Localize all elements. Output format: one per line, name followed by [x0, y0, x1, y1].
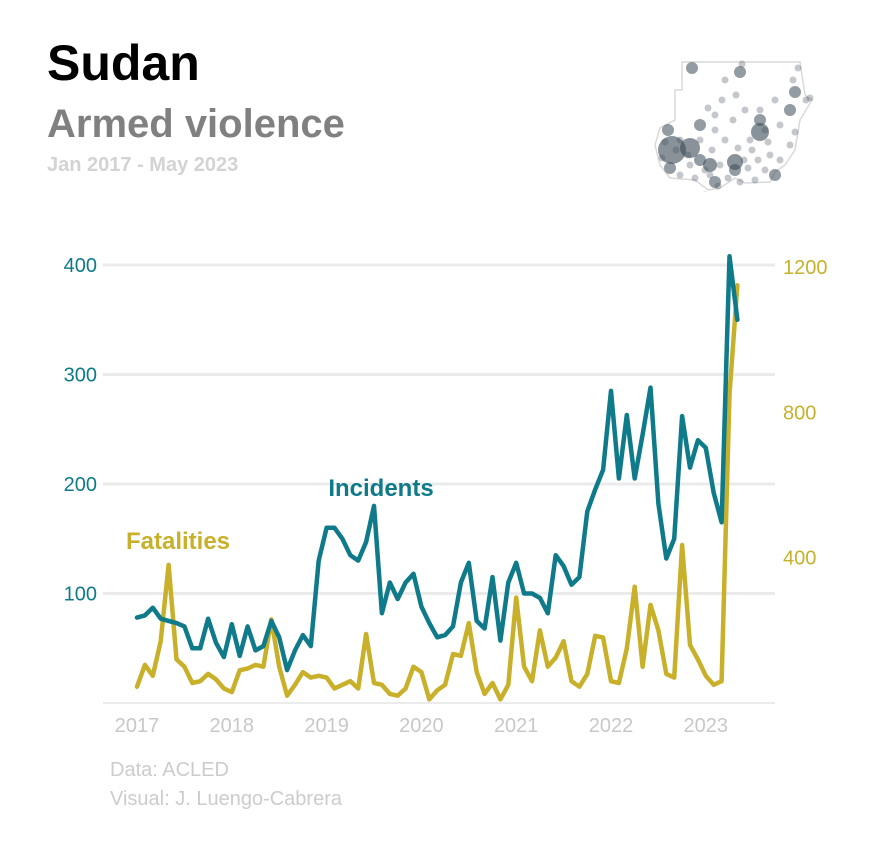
- series-lines: [134, 253, 740, 702]
- map-point: [716, 161, 724, 169]
- map-cluster: [680, 138, 700, 158]
- left-tick-label: 200: [64, 474, 97, 496]
- map-point: [746, 136, 754, 144]
- map-point: [721, 136, 729, 144]
- map-point: [754, 114, 766, 126]
- map-point: [724, 174, 732, 182]
- right-tick-label: 1200: [783, 257, 828, 279]
- map-point: [691, 174, 699, 182]
- map-point: [786, 141, 794, 149]
- map-point: [751, 176, 759, 184]
- chart-title: Sudan: [47, 35, 200, 91]
- map-point: [738, 60, 746, 68]
- map-point: [769, 169, 781, 181]
- right-tick-label: 800: [783, 402, 816, 424]
- map-point: [776, 156, 784, 164]
- annotation-incidents: Incidents: [328, 475, 433, 502]
- map-point: [732, 91, 740, 99]
- map-point: [704, 104, 712, 112]
- map-point: [686, 161, 694, 169]
- map-cluster: [703, 158, 717, 172]
- x-tick-label: 2017: [115, 715, 160, 737]
- chart-subtitle: Armed violence: [47, 102, 345, 146]
- map-point: [748, 146, 756, 154]
- map-point: [784, 104, 796, 116]
- map-point: [754, 156, 762, 164]
- map-point: [761, 166, 769, 174]
- map-point: [711, 111, 719, 119]
- left-axis-ticks: 100 200 300 400: [64, 255, 97, 606]
- map-point: [756, 106, 764, 114]
- map-point: [771, 96, 779, 104]
- sudan-map: [654, 60, 814, 192]
- x-tick-label: 2022: [589, 715, 634, 737]
- left-tick-label: 400: [64, 255, 97, 277]
- map-cluster: [727, 154, 743, 170]
- map-point: [789, 76, 797, 84]
- map-point: [766, 151, 774, 159]
- sudan-outline: [654, 61, 813, 191]
- map-point: [764, 138, 772, 146]
- map-point: [802, 96, 810, 104]
- x-tick-label: 2019: [304, 715, 349, 737]
- left-tick-label: 100: [64, 584, 97, 606]
- map-point: [696, 136, 704, 144]
- x-tick-label: 2023: [684, 715, 729, 737]
- map-point: [718, 96, 726, 104]
- map-event-points: [658, 60, 814, 192]
- x-tick-label: 2018: [210, 715, 255, 737]
- map-point: [709, 176, 721, 188]
- map-point: [711, 126, 719, 134]
- series-annotations: Incidents Fatalities: [126, 475, 434, 555]
- map-point: [794, 64, 802, 72]
- annotation-fatalities: Fatalities: [126, 528, 230, 555]
- map-point: [714, 182, 722, 190]
- map-point: [721, 76, 729, 84]
- map-point: [736, 178, 744, 186]
- map-point: [734, 144, 742, 152]
- map-point: [791, 128, 799, 136]
- map-point: [729, 116, 737, 124]
- x-tick-label: 2020: [399, 715, 444, 737]
- map-point: [694, 154, 706, 166]
- x-axis-ticks: 2017 2018 2019 2020 2021 2022 2023: [115, 715, 728, 737]
- left-tick-label: 300: [64, 365, 97, 387]
- map-point: [662, 124, 674, 136]
- map-cluster: [658, 136, 686, 164]
- visual-credit: Visual: J. Luengo-Cabrera: [110, 788, 342, 810]
- map-point: [694, 119, 706, 131]
- chart-period: Jan 2017 - May 2023: [47, 154, 239, 176]
- map-point: [744, 164, 752, 172]
- x-tick-label: 2021: [494, 715, 539, 737]
- map-point: [741, 106, 749, 114]
- map-point: [806, 94, 814, 102]
- data-source: Data: ACLED: [110, 759, 229, 781]
- right-tick-label: 400: [783, 548, 816, 570]
- gridlines: [103, 263, 775, 704]
- series-line-fatalities: [134, 282, 740, 702]
- map-point: [776, 121, 784, 129]
- series-line-incidents: [134, 253, 740, 673]
- map-point: [789, 86, 801, 98]
- map-point: [664, 162, 676, 174]
- map-point: [703, 191, 707, 192]
- map-point: [706, 171, 714, 179]
- right-axis-ticks: 400 800 1200: [783, 257, 828, 570]
- map-point: [734, 66, 746, 78]
- map-point: [676, 171, 684, 179]
- map-cluster: [751, 123, 769, 141]
- map-point: [686, 62, 698, 74]
- map-point: [708, 146, 716, 154]
